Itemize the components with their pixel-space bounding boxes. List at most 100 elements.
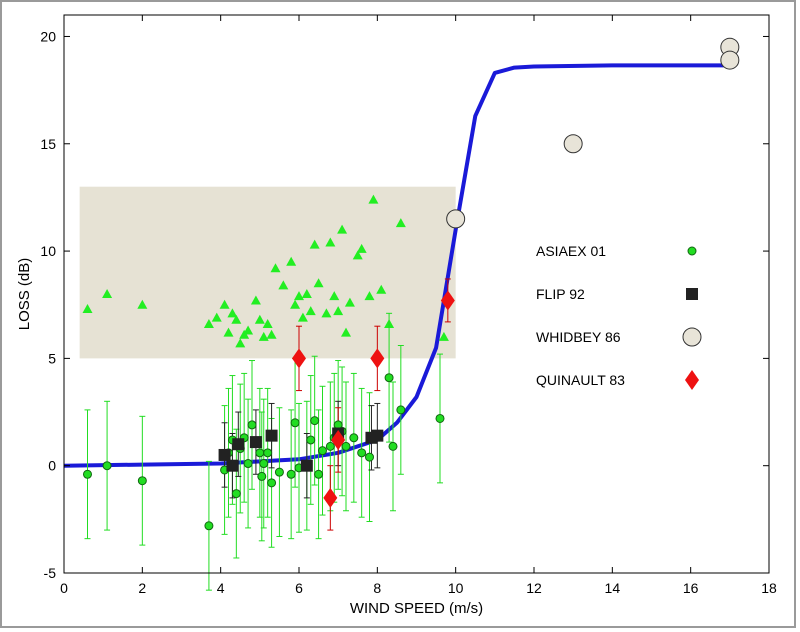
asiaex-01-point <box>83 469 92 479</box>
triangle-point <box>337 224 348 234</box>
flip-92-point <box>226 459 239 472</box>
triangle-point <box>344 297 355 307</box>
triangle-point <box>102 289 113 298</box>
triangle-point <box>270 263 281 273</box>
x-tick-label: 2 <box>138 580 146 596</box>
triangle-point <box>364 291 375 301</box>
triangle-point <box>227 308 238 318</box>
quinault-83-point <box>323 487 338 508</box>
legend-entry-label: WHIDBEY 86 <box>536 329 621 345</box>
asiaex-01-point <box>257 471 267 481</box>
triangle-point <box>352 250 363 260</box>
plot-border <box>63 14 770 574</box>
triangle-point <box>438 331 449 341</box>
asiaex-01-point <box>247 420 257 430</box>
legend-marker <box>687 246 697 256</box>
legend-entry-label: QUINAULT 83 <box>536 372 625 388</box>
asiaex-01-point <box>318 446 327 456</box>
asiaex-01-point <box>255 448 265 458</box>
triangle-point <box>250 295 261 305</box>
flip-92-point <box>232 438 245 451</box>
triangle-point <box>278 280 289 290</box>
triangle-point <box>395 218 406 228</box>
asiaex-01-point <box>357 448 367 458</box>
shaded-region <box>79 186 456 359</box>
triangle-point <box>243 325 254 335</box>
asiaex-01-point <box>306 435 316 445</box>
triangle-point <box>333 306 344 316</box>
legend-marker <box>685 370 699 390</box>
triangle-point <box>329 291 340 301</box>
asiaex-01-point <box>231 489 241 499</box>
legend-entry-label: FLIP 92 <box>536 286 585 302</box>
triangle-point <box>223 327 234 337</box>
asiaex-01-point <box>204 521 214 531</box>
whidbey-86-point <box>720 50 740 70</box>
asiaex-01-point <box>243 459 253 469</box>
asiaex-01-point <box>341 441 351 451</box>
triangle-point <box>297 312 308 322</box>
triangle-point <box>294 291 304 301</box>
quinault-83-point <box>331 429 346 450</box>
quinault-83-point <box>440 290 455 311</box>
triangle-point <box>262 319 273 329</box>
x-tick-label: 10 <box>448 580 464 596</box>
x-tick-label: 14 <box>605 580 621 596</box>
triangle-point <box>290 299 301 309</box>
triangle-point <box>254 314 265 324</box>
flip-92-point <box>300 459 313 472</box>
triangle-point <box>368 194 379 204</box>
triangle-point <box>137 299 148 309</box>
y-tick-label: 20 <box>40 28 56 44</box>
legend-marker <box>686 288 698 300</box>
triangle-point <box>286 256 297 266</box>
flip-92-point <box>249 436 262 449</box>
asiaex-01-point <box>310 416 320 426</box>
asiaex-01-point <box>259 459 269 469</box>
triangle-point <box>376 284 387 294</box>
whidbey-86-point <box>446 209 466 229</box>
asiaex-01-point <box>365 452 374 462</box>
x-tick-label: 4 <box>217 580 225 596</box>
triangle-point <box>356 243 367 253</box>
asiaex-01-point <box>349 433 359 443</box>
triangle-point <box>235 338 246 348</box>
triangle-point <box>341 327 351 337</box>
y-tick-label: 15 <box>40 136 56 152</box>
x-tick-label: 18 <box>761 580 777 596</box>
triangle-point <box>211 312 222 322</box>
asiaex-01-point <box>274 467 284 477</box>
x-tick-label: 12 <box>526 580 542 596</box>
triangle-point <box>321 308 332 318</box>
triangle-point <box>231 314 242 324</box>
flip-92-point <box>265 429 278 442</box>
asiaex-01-point <box>388 441 398 451</box>
legend-marker <box>682 327 702 347</box>
y-tick-label: 10 <box>40 243 56 259</box>
asiaex-01-point <box>290 418 300 428</box>
quinault-83-point <box>370 348 385 369</box>
asiaex-01-point <box>102 461 112 471</box>
triangle-point <box>203 319 214 329</box>
triangle-point <box>82 304 93 314</box>
x-tick-label: 6 <box>295 580 303 596</box>
y-tick-label: -5 <box>44 565 57 581</box>
asiaex-01-point <box>137 476 147 486</box>
triangle-point <box>305 306 316 316</box>
triangle-point <box>309 239 320 249</box>
triangle-point <box>219 299 230 309</box>
asiaex-01-point <box>286 469 296 479</box>
x-tick-label: 16 <box>683 580 699 596</box>
asiaex-01-point <box>267 478 277 488</box>
x-tick-label: 8 <box>373 580 381 596</box>
asiaex-01-point <box>314 469 324 479</box>
whidbey-86-point <box>563 134 583 154</box>
triangle-point <box>325 237 336 247</box>
asiaex-01-point <box>263 448 273 458</box>
asiaex-01-point <box>396 405 406 415</box>
y-axis-label: LOSS (dB) <box>16 258 33 331</box>
asiaex-01-point <box>325 441 335 451</box>
quinault-83-point <box>292 348 306 369</box>
legend-entry-label: ASIAEX 01 <box>536 243 606 259</box>
